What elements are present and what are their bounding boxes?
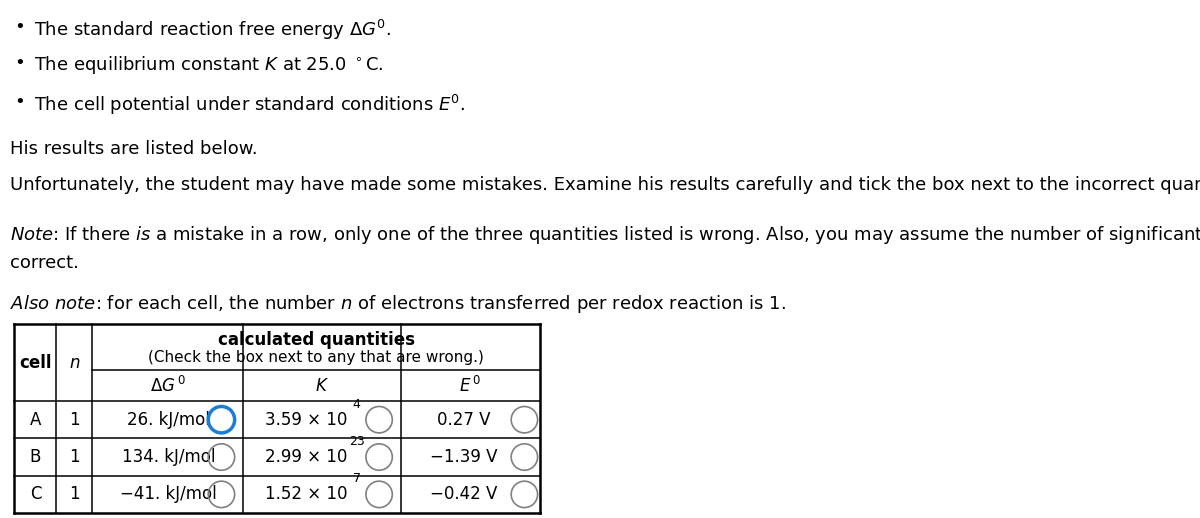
Text: 1.52 × 10: 1.52 × 10	[265, 485, 347, 503]
Text: $E^{\,0}$: $E^{\,0}$	[460, 376, 481, 396]
Text: −41. kJ/mol: −41. kJ/mol	[120, 485, 217, 503]
Text: Unfortunately, the student may have made some mistakes. Examine his results care: Unfortunately, the student may have made…	[10, 176, 1200, 194]
Text: calculated quantities: calculated quantities	[217, 331, 414, 349]
Text: $\Delta G^{\,0}$: $\Delta G^{\,0}$	[150, 376, 186, 396]
Text: 3.59 × 10: 3.59 × 10	[265, 411, 347, 429]
Text: −1.39 V: −1.39 V	[430, 448, 497, 466]
Text: 134. kJ/mol: 134. kJ/mol	[122, 448, 215, 466]
Text: $n$: $n$	[68, 353, 80, 371]
Text: 4: 4	[353, 398, 360, 411]
Text: $\mathit{Also\ note}$: for each cell, the number $\mathit{n}$ of electrons trans: $\mathit{Also\ note}$: for each cell, th…	[10, 293, 786, 314]
Text: B: B	[30, 448, 41, 466]
Text: His results are listed below.: His results are listed below.	[10, 140, 257, 158]
Text: −0.42 V: −0.42 V	[430, 485, 497, 503]
Text: •: •	[14, 18, 25, 36]
Text: (Check the box next to any that are wrong.): (Check the box next to any that are wron…	[148, 350, 484, 365]
Text: The cell potential under standard conditions $\mathit{E}^0$.: The cell potential under standard condit…	[34, 93, 464, 118]
Text: $K$: $K$	[314, 377, 329, 395]
Text: C: C	[30, 485, 41, 503]
Text: A: A	[30, 411, 41, 429]
Text: 1: 1	[70, 485, 79, 503]
Text: correct.: correct.	[10, 254, 78, 272]
Text: 1: 1	[70, 411, 79, 429]
Text: 26. kJ/mol: 26. kJ/mol	[127, 411, 210, 429]
Text: 1: 1	[70, 448, 79, 466]
Text: 0.27 V: 0.27 V	[437, 411, 490, 429]
Text: 23: 23	[349, 435, 365, 448]
Text: 7: 7	[353, 472, 360, 485]
Text: cell: cell	[19, 353, 52, 371]
Text: $\mathit{Note}$: If there $\mathit{is}$ a mistake in a row, only one of the thre: $\mathit{Note}$: If there $\mathit{is}$ …	[10, 224, 1200, 246]
Text: •: •	[14, 54, 25, 73]
Text: 2.99 × 10: 2.99 × 10	[265, 448, 347, 466]
Text: The standard reaction free energy $\Delta G^0$.: The standard reaction free energy $\Delt…	[34, 18, 390, 42]
Text: •: •	[14, 93, 25, 111]
Text: The equilibrium constant $\mathit{K}$ at 25.0 $^\circ$C.: The equilibrium constant $\mathit{K}$ at…	[34, 54, 383, 76]
